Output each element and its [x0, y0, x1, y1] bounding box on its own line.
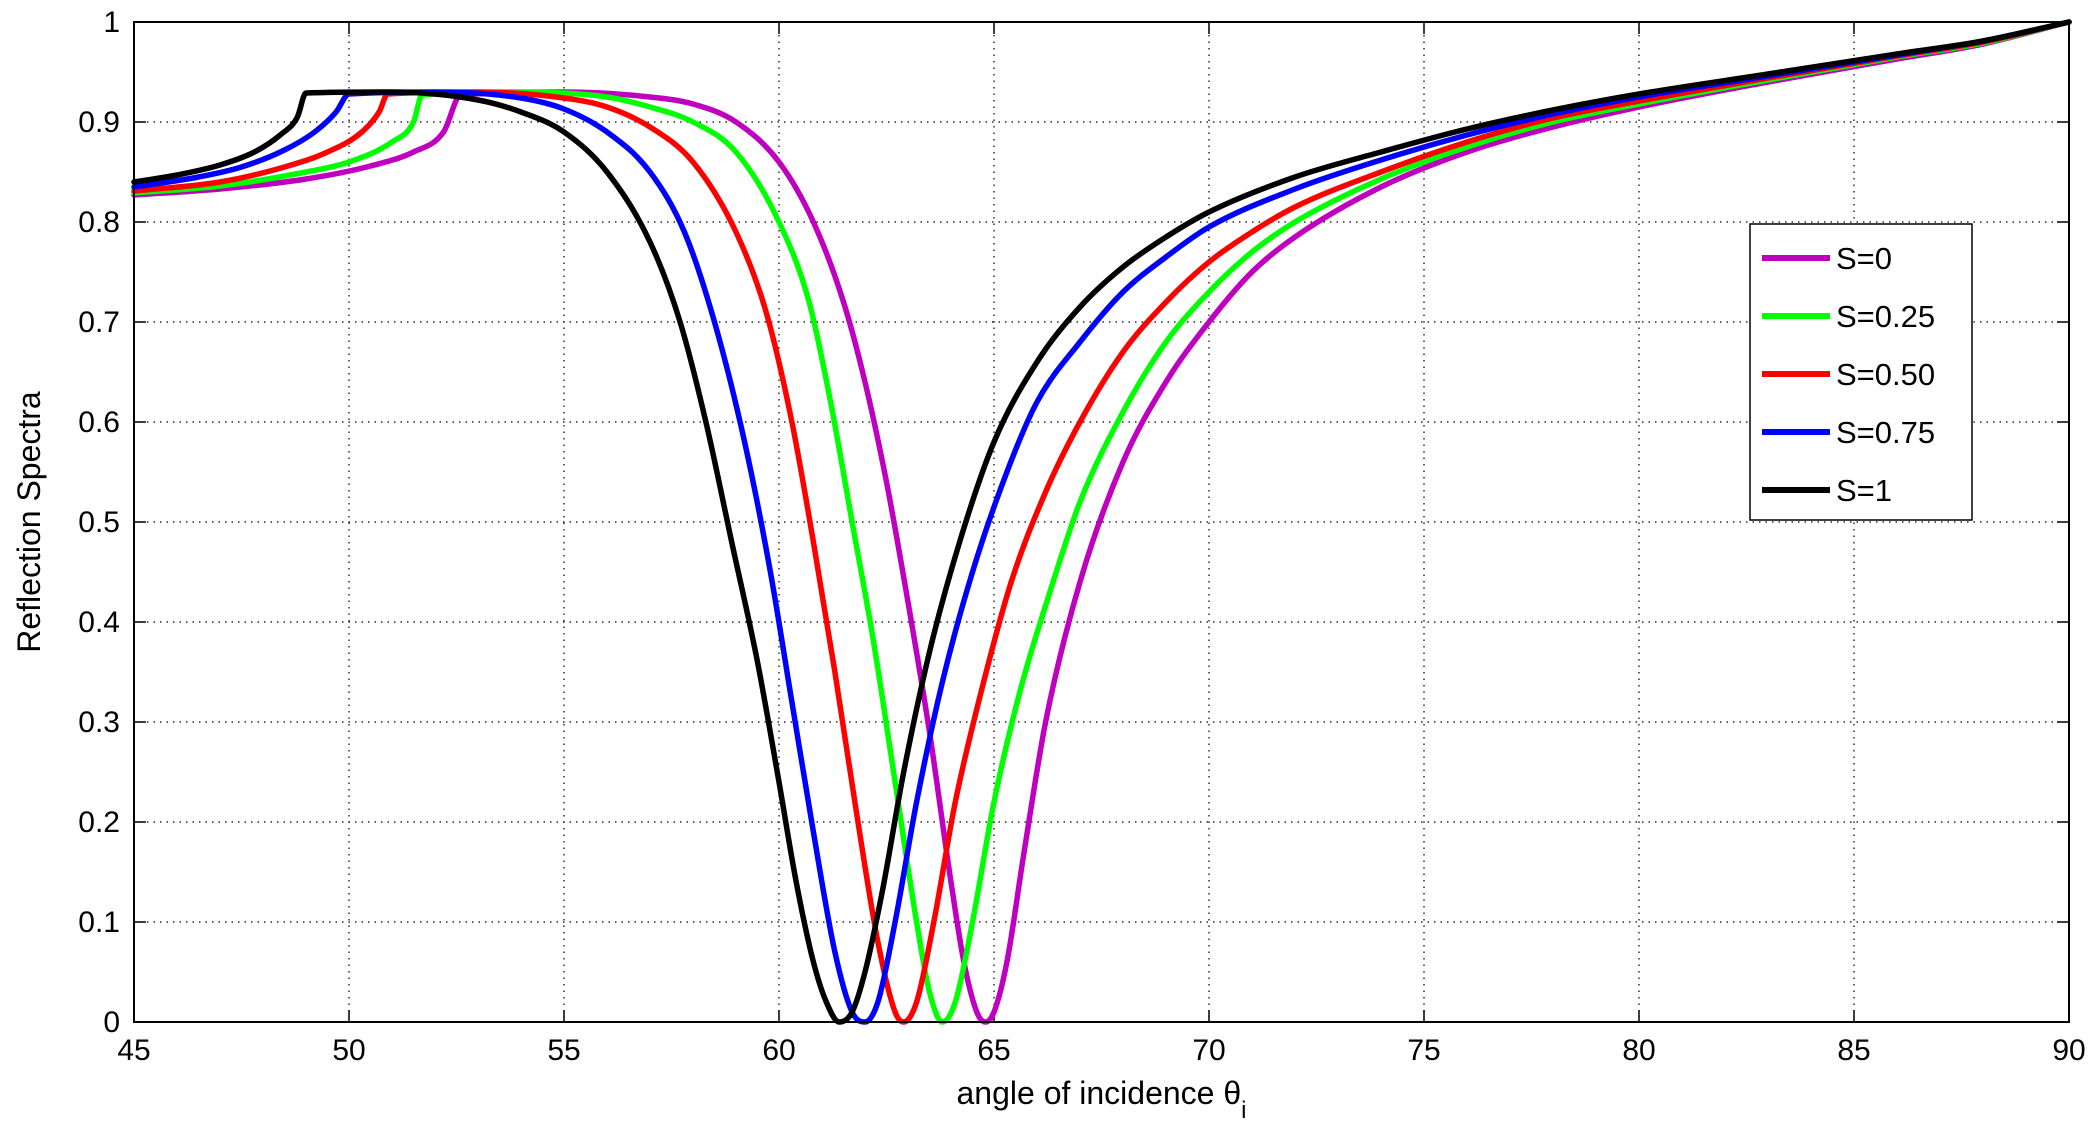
x-axis-label-text: angle of incidence: [957, 1075, 1215, 1111]
y-axis-label: Reflection Spectra: [11, 391, 47, 653]
series-line-4: [131, 19, 2072, 1025]
series-lines: [131, 19, 2072, 1025]
grid-lines: [134, 22, 2069, 1022]
legend-label-2: S=0.50: [1836, 357, 1935, 392]
legend: S=0 S=0.25 S=0.50 S=0.75 S=1: [1749, 223, 1973, 521]
x-axis-label: angle of incidence θi: [957, 1075, 1247, 1124]
y-tick-label: 0.5: [78, 506, 120, 539]
x-tick-label: 70: [1192, 1034, 1225, 1067]
x-tick-label: 55: [547, 1034, 580, 1067]
y-tick-label: 0.1: [78, 906, 120, 939]
y-tick-label: 0.7: [78, 306, 120, 339]
y-tick-label: 0.3: [78, 706, 120, 739]
y-tick-label: 0.8: [78, 206, 120, 239]
legend-entries: S=0 S=0.25 S=0.50 S=0.75 S=1: [1762, 241, 1935, 508]
legend-label-0: S=0: [1836, 241, 1892, 276]
y-tick-label: 0.9: [78, 106, 120, 139]
x-tick-label: 50: [332, 1034, 365, 1067]
x-axis-label-subscript: i: [1241, 1097, 1246, 1124]
x-tick-label: 60: [762, 1034, 795, 1067]
y-tick-label: 0.4: [78, 606, 120, 639]
y-tick-label: 1: [103, 6, 120, 39]
x-tick-label: 90: [2052, 1034, 2085, 1067]
y-tick-labels: 0 0.1 0.2 0.3 0.4 0.5 0.6 0.7 0.8 0.9 1: [78, 6, 120, 1039]
x-tick-labels: 45 50 55 60 65 70 75 80 85 90: [117, 1034, 2085, 1067]
y-tick-label: 0.6: [78, 406, 120, 439]
x-axis-label-symbol: θ: [1223, 1075, 1241, 1111]
x-tick-label: 80: [1622, 1034, 1655, 1067]
x-axis-label-gap: [1214, 1075, 1223, 1111]
legend-label-3: S=0.75: [1836, 415, 1935, 450]
legend-label-1: S=0.25: [1836, 299, 1935, 334]
x-tick-label: 65: [977, 1034, 1010, 1067]
y-tick-label: 0.2: [78, 806, 120, 839]
x-tick-label: 45: [117, 1034, 150, 1067]
legend-label-4: S=1: [1836, 473, 1892, 508]
y-tick-label: 0: [103, 1006, 120, 1039]
x-tick-label: 75: [1407, 1034, 1440, 1067]
plot-frame: [133, 21, 2070, 1023]
series-line-3: [131, 19, 2072, 1025]
x-tick-label: 85: [1837, 1034, 1870, 1067]
